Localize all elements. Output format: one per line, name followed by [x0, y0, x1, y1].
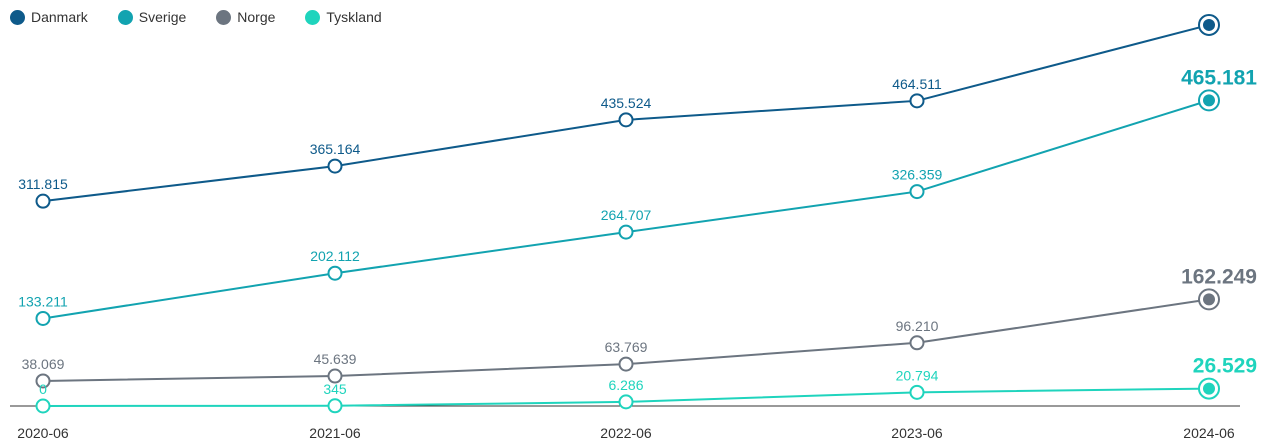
series-sverige: 133.211 202.112 264.707 326.359 465.181: [18, 66, 1257, 326]
data-point[interactable]: [909, 184, 925, 200]
data-label: 465.181: [1181, 66, 1257, 89]
data-label: 264.707: [601, 207, 652, 223]
x-tick-label: 2020-06: [17, 425, 69, 441]
data-label: 311.815: [18, 176, 68, 192]
data-label: 96.210: [896, 318, 939, 334]
series-norge: 38.069 45.639 63.769 96.210 162.249: [22, 265, 1257, 389]
data-point[interactable]: [327, 158, 343, 174]
data-label: 202.112: [310, 248, 360, 264]
data-label: 326.359: [892, 167, 943, 183]
data-point[interactable]: [618, 112, 634, 128]
legend-swatch-danmark: [10, 9, 25, 25]
x-tick-label: 2022-06: [600, 425, 652, 441]
data-label: 345: [323, 381, 347, 397]
legend-swatch-tyskland: [305, 9, 321, 25]
data-label: 20.794: [896, 367, 939, 383]
legend: Danmark Sverige Norge Tyskland: [10, 7, 412, 27]
data-point[interactable]: [618, 224, 634, 240]
data-point[interactable]: [909, 93, 925, 109]
x-tick-label: 2021-06: [309, 425, 361, 441]
data-point[interactable]: [909, 384, 925, 400]
legend-label-sverige: Sverige: [138, 9, 187, 25]
data-label: 63.769: [605, 339, 648, 355]
legend-item-sverige[interactable]: Sverige: [117, 9, 187, 25]
legend-label-tyskland: Tyskland: [326, 9, 382, 25]
data-point[interactable]: [327, 265, 343, 281]
data-point[interactable]: [35, 398, 51, 414]
data-point[interactable]: [327, 398, 343, 414]
data-point[interactable]: [909, 335, 925, 351]
data-label: 26.529: [1193, 355, 1257, 378]
legend-item-tyskland[interactable]: Tyskland: [305, 9, 382, 25]
data-point-highlight-core: [1203, 382, 1215, 395]
legend-item-norge[interactable]: Norge: [216, 9, 275, 25]
data-label: 162.249: [1181, 265, 1257, 288]
data-point[interactable]: [35, 310, 51, 326]
data-point-highlight-core: [1203, 94, 1215, 107]
legend-swatch-sverige: [117, 9, 133, 25]
data-point-highlight-core: [1203, 18, 1215, 31]
data-point[interactable]: [618, 356, 634, 372]
x-tick-label: 2023-06: [891, 425, 943, 441]
data-label: 464.511: [892, 76, 942, 92]
x-tick-label: 2024-06: [1183, 425, 1235, 441]
legend-label-norge: Norge: [237, 9, 276, 25]
data-point[interactable]: [327, 368, 343, 384]
series-danmark: 311.815 365.164 435.524 464.511: [18, 13, 1220, 209]
data-point[interactable]: [35, 193, 51, 209]
data-point-highlight-core: [1203, 293, 1215, 306]
data-label: 435.524: [601, 95, 652, 111]
data-label: 133.211: [18, 293, 68, 309]
data-point[interactable]: [618, 394, 634, 410]
data-label: 45.639: [314, 351, 357, 367]
data-point[interactable]: [35, 373, 51, 389]
data-label: 0: [39, 381, 47, 397]
series-tyskland: 0 345 6.286 20.794 26.529: [35, 355, 1257, 414]
data-label: 365.164: [310, 141, 361, 157]
legend-item-danmark[interactable]: Danmark: [10, 9, 88, 25]
data-label: 38.069: [22, 356, 65, 372]
legend-swatch-norge: [216, 9, 232, 25]
legend-label-danmark: Danmark: [31, 9, 88, 25]
data-label: 6.286: [608, 377, 643, 393]
